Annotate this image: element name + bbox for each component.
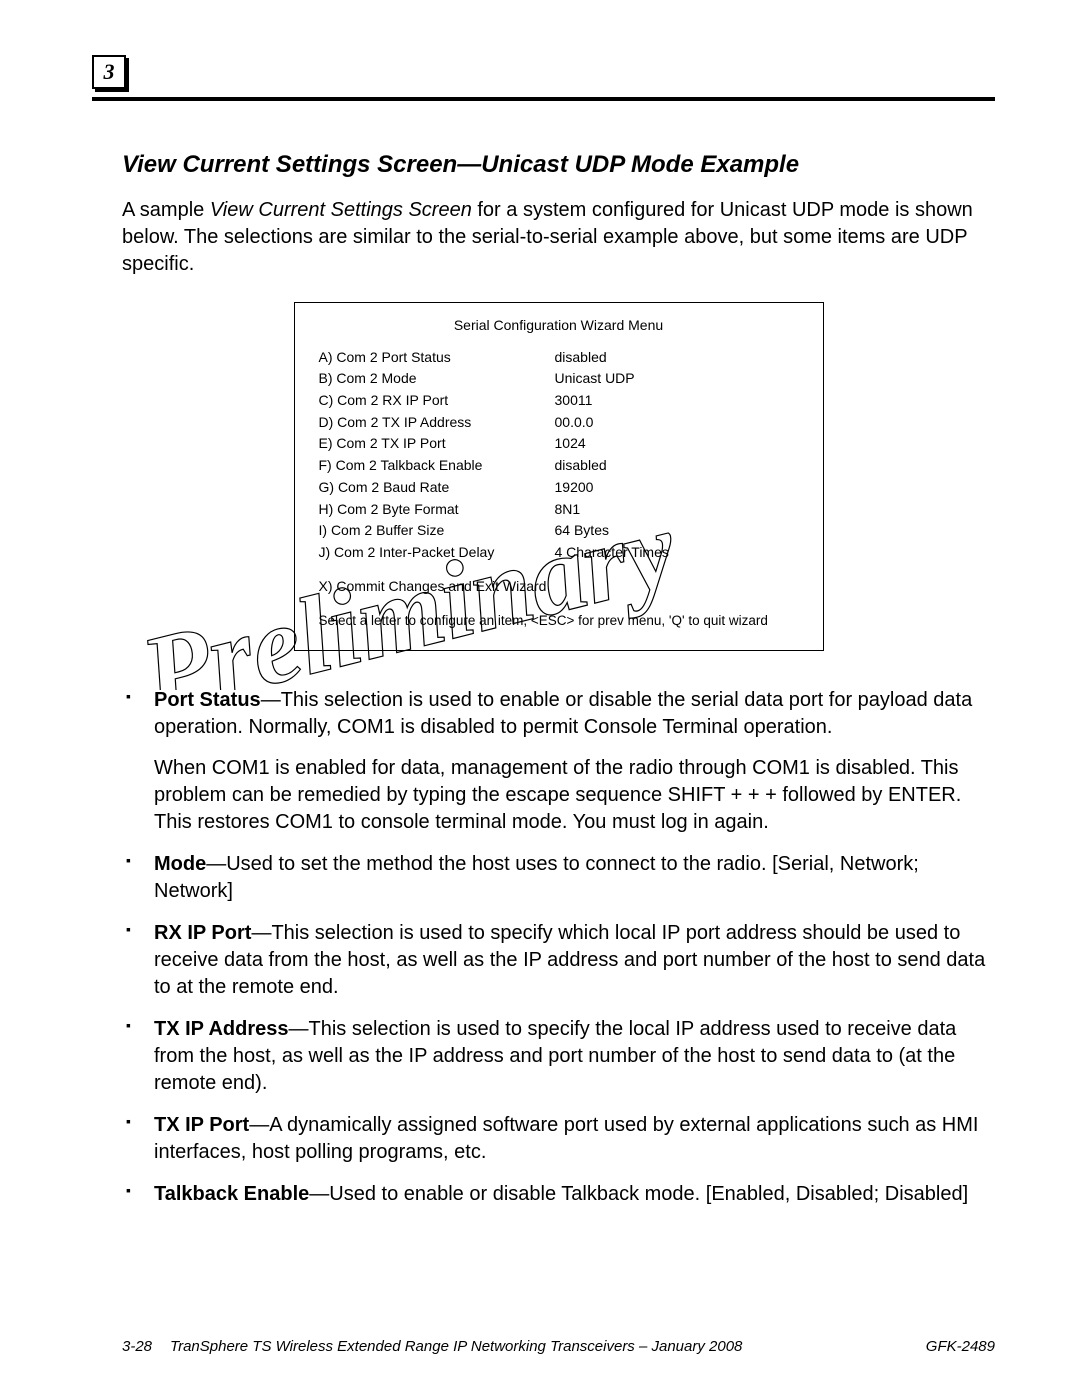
config-row-label: I) Com 2 Buffer Size — [319, 520, 555, 542]
config-row: E) Com 2 TX IP Port1024 — [319, 433, 799, 455]
config-prompt: Select a letter to configure an item, <E… — [319, 611, 799, 632]
config-row: J) Com 2 Inter-Packet Delay4 Character T… — [319, 542, 799, 564]
list-item: RX IP Port—This selection is used to spe… — [154, 920, 995, 1001]
definition-term: Talkback Enable — [154, 1183, 309, 1205]
config-row-label: J) Com 2 Inter-Packet Delay — [319, 542, 555, 564]
config-row: G) Com 2 Baud Rate19200 — [319, 477, 799, 499]
config-row-value: 64 Bytes — [555, 520, 609, 542]
config-row-value: 8N1 — [555, 499, 581, 521]
config-row-value: Unicast UDP — [555, 368, 635, 390]
config-row-value: disabled — [555, 455, 607, 477]
definition-term: TX IP Address — [154, 1018, 289, 1040]
definition-body: —Used to set the method the host uses to… — [154, 853, 919, 902]
intro-text-italic: View Current Settings Screen — [210, 199, 472, 221]
definition-term: RX IP Port — [154, 922, 251, 944]
intro-text-pre: A sample — [122, 199, 210, 221]
definition-body: —Used to enable or disable Talkback mode… — [309, 1183, 968, 1205]
footer-doc-id: GFK-2489 — [926, 1338, 995, 1355]
config-row: I) Com 2 Buffer Size64 Bytes — [319, 520, 799, 542]
config-row-value: 19200 — [555, 477, 594, 499]
config-row: C) Com 2 RX IP Port30011 — [319, 390, 799, 412]
config-row: B) Com 2 ModeUnicast UDP — [319, 368, 799, 390]
config-row-value: 1024 — [555, 433, 586, 455]
config-row: D) Com 2 TX IP Address00.0.0 — [319, 412, 799, 434]
config-row-label: D) Com 2 TX IP Address — [319, 412, 555, 434]
config-row-value: disabled — [555, 347, 607, 369]
chapter-number-box: 3 — [92, 55, 126, 89]
chapter-number: 3 — [104, 59, 115, 85]
config-row-value: 30011 — [555, 390, 593, 412]
definition-term: TX IP Port — [154, 1114, 249, 1136]
definition-term: Mode — [154, 853, 206, 875]
definition-body: —This selection is used to specify which… — [154, 922, 985, 998]
config-row: F) Com 2 Talkback Enabledisabled — [319, 455, 799, 477]
config-row-label: C) Com 2 RX IP Port — [319, 390, 555, 412]
list-item: Talkback Enable—Used to enable or disabl… — [154, 1181, 995, 1208]
config-row-value: 00.0.0 — [555, 412, 594, 434]
list-item: TX IP Port—A dynamically assigned softwa… — [154, 1112, 995, 1166]
list-item: Port Status—This selection is used to en… — [154, 687, 995, 836]
config-row: H) Com 2 Byte Format8N1 — [319, 499, 799, 521]
definition-list: Port Status—This selection is used to en… — [122, 687, 995, 1208]
footer-doc-title: TranSphere TS Wireless Extended Range IP… — [170, 1338, 908, 1355]
intro-paragraph: A sample View Current Settings Screen fo… — [122, 197, 995, 278]
config-row-label: F) Com 2 Talkback Enable — [319, 455, 555, 477]
page-footer: 3-28 TranSphere TS Wireless Extended Ran… — [122, 1338, 995, 1355]
config-row-label: G) Com 2 Baud Rate — [319, 477, 555, 499]
definition-body: —This selection is used to enable or dis… — [154, 689, 972, 738]
config-row-value: 4 Character Times — [555, 542, 669, 564]
config-row-label: H) Com 2 Byte Format — [319, 499, 555, 521]
definition-body: —A dynamically assigned software port us… — [154, 1114, 978, 1163]
config-row-label: E) Com 2 TX IP Port — [319, 433, 555, 455]
config-row-label: A) Com 2 Port Status — [319, 347, 555, 369]
config-title: Serial Configuration Wizard Menu — [319, 315, 799, 337]
config-row: A) Com 2 Port Statusdisabled — [319, 347, 799, 369]
definition-term: Port Status — [154, 689, 261, 711]
list-item: TX IP Address—This selection is used to … — [154, 1016, 995, 1097]
list-item: Mode—Used to set the method the host use… — [154, 851, 995, 905]
section-title: View Current Settings Screen—Unicast UDP… — [122, 151, 995, 179]
config-exit-line: X) Commit Changes and Exit Wizard — [319, 576, 799, 598]
config-wizard-box: Serial Configuration Wizard Menu A) Com … — [294, 302, 824, 651]
page-container: 3 View Current Settings Screen—Unicast U… — [0, 0, 1080, 1397]
footer-page-number: 3-28 — [122, 1338, 152, 1355]
config-rows: A) Com 2 Port StatusdisabledB) Com 2 Mod… — [319, 347, 799, 564]
header-divider — [92, 97, 995, 101]
definition-sub: When COM1 is enabled for data, managemen… — [154, 755, 995, 836]
config-row-label: B) Com 2 Mode — [319, 368, 555, 390]
